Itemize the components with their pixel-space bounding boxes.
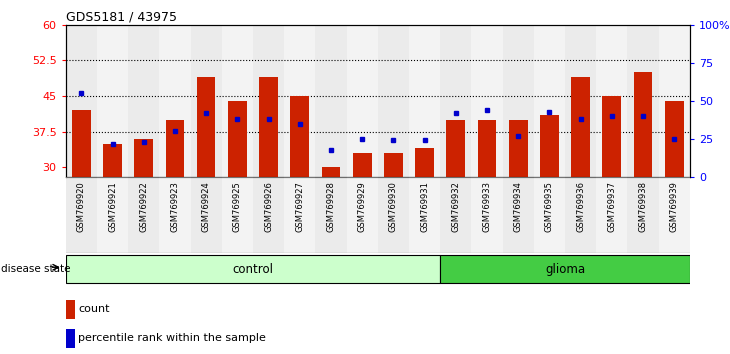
Bar — [284, 25, 315, 177]
Bar — [447, 120, 465, 177]
Bar — [602, 96, 621, 177]
Bar — [259, 77, 278, 177]
Bar — [166, 120, 184, 177]
Bar — [534, 25, 565, 177]
Bar — [66, 25, 97, 177]
Text: GDS5181 / 43975: GDS5181 / 43975 — [66, 11, 177, 24]
Text: GSM769929: GSM769929 — [358, 181, 366, 232]
Bar — [228, 101, 247, 177]
Bar — [409, 177, 440, 253]
Bar — [128, 177, 159, 253]
Text: glioma: glioma — [545, 263, 585, 275]
Text: GSM769932: GSM769932 — [451, 181, 461, 232]
Text: GSM769939: GSM769939 — [669, 181, 679, 232]
Bar — [72, 110, 91, 177]
Bar — [502, 177, 534, 253]
Text: GSM769926: GSM769926 — [264, 181, 273, 232]
Text: percentile rank within the sample: percentile rank within the sample — [78, 333, 266, 343]
Text: GSM769928: GSM769928 — [326, 181, 336, 232]
Text: GSM769920: GSM769920 — [77, 181, 86, 232]
Bar — [415, 148, 434, 177]
Bar — [658, 25, 690, 177]
Text: GSM769933: GSM769933 — [483, 181, 491, 232]
Bar — [191, 177, 222, 253]
Bar — [477, 120, 496, 177]
Text: GSM769927: GSM769927 — [295, 181, 304, 232]
Bar — [97, 177, 128, 253]
Text: control: control — [232, 263, 274, 275]
Bar — [502, 25, 534, 177]
Bar — [253, 25, 284, 177]
Bar — [134, 139, 153, 177]
Bar — [634, 72, 653, 177]
Bar — [353, 153, 372, 177]
Bar — [658, 177, 690, 253]
Text: GSM769935: GSM769935 — [545, 181, 554, 232]
Bar — [665, 101, 683, 177]
Bar — [596, 25, 627, 177]
Bar — [284, 177, 315, 253]
Bar — [347, 177, 378, 253]
Bar — [509, 120, 528, 177]
Text: GSM769923: GSM769923 — [170, 181, 180, 232]
Text: GSM769934: GSM769934 — [514, 181, 523, 232]
Bar — [159, 177, 191, 253]
FancyBboxPatch shape — [440, 255, 690, 283]
Bar — [291, 96, 309, 177]
Bar — [97, 25, 128, 177]
Bar — [253, 177, 284, 253]
Bar — [409, 25, 440, 177]
Bar — [378, 177, 409, 253]
Text: count: count — [78, 304, 110, 314]
Bar — [384, 153, 403, 177]
Bar — [540, 115, 558, 177]
Bar — [378, 25, 409, 177]
Bar — [222, 25, 253, 177]
Text: GSM769936: GSM769936 — [576, 181, 585, 232]
Bar — [197, 77, 215, 177]
Text: GSM769930: GSM769930 — [389, 181, 398, 232]
Bar — [347, 25, 378, 177]
Bar — [103, 144, 122, 177]
Bar — [440, 25, 472, 177]
Bar — [596, 177, 627, 253]
Bar — [191, 25, 222, 177]
Bar — [222, 177, 253, 253]
Bar — [315, 25, 347, 177]
Bar — [534, 177, 565, 253]
Bar — [472, 177, 502, 253]
Bar — [472, 25, 502, 177]
Bar — [128, 25, 159, 177]
Bar — [66, 300, 75, 319]
Bar — [565, 177, 596, 253]
Text: GSM769937: GSM769937 — [607, 181, 616, 232]
Text: GSM769925: GSM769925 — [233, 181, 242, 232]
Text: GSM769938: GSM769938 — [639, 181, 648, 232]
Bar — [322, 167, 340, 177]
Bar — [572, 77, 590, 177]
Bar — [159, 25, 191, 177]
Bar — [66, 329, 75, 348]
Bar — [565, 25, 596, 177]
Text: GSM769922: GSM769922 — [139, 181, 148, 232]
Bar — [440, 177, 472, 253]
Text: disease state: disease state — [1, 264, 71, 274]
Bar — [315, 177, 347, 253]
FancyBboxPatch shape — [66, 255, 440, 283]
Bar — [66, 177, 97, 253]
Bar — [627, 177, 658, 253]
Text: GSM769924: GSM769924 — [201, 181, 211, 232]
Text: GSM769921: GSM769921 — [108, 181, 117, 232]
Text: GSM769931: GSM769931 — [420, 181, 429, 232]
Bar — [627, 25, 658, 177]
